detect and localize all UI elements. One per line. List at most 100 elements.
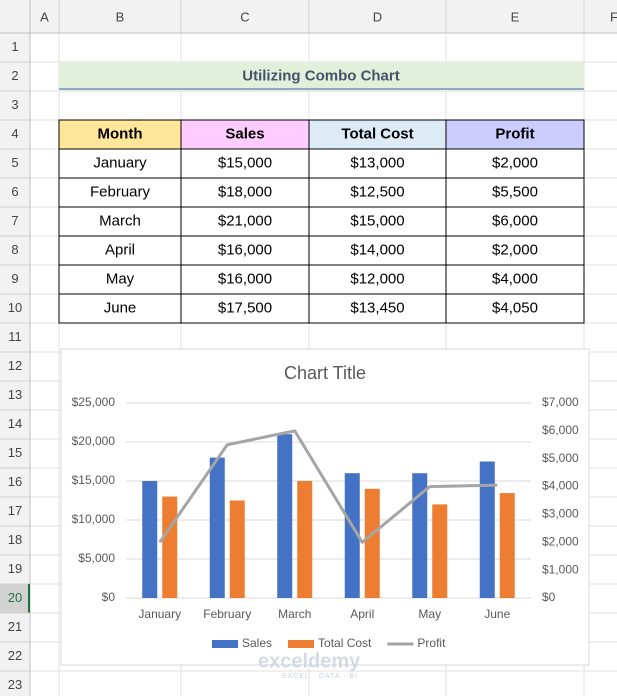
table-cell <box>308 264 447 295</box>
sheet-title: Utilizing Combo Chart <box>242 67 400 84</box>
table-cell-text: $2,000 <box>492 154 538 171</box>
table-header: Month <box>98 125 143 142</box>
table-cell-text: $17,500 <box>218 299 272 316</box>
table-header-cell <box>180 119 310 150</box>
table-cell-text: $4,000 <box>492 270 538 287</box>
column-header: A <box>40 9 49 24</box>
table-cell <box>180 293 310 324</box>
table-header: Total Cost <box>341 125 413 142</box>
bar <box>209 457 225 598</box>
row-header: 3 <box>11 97 18 112</box>
row-header: 23 <box>8 677 22 692</box>
table-header: Sales <box>225 125 264 142</box>
bar <box>364 488 380 598</box>
table-header-cell <box>445 119 585 150</box>
table-cell <box>58 235 182 266</box>
watermark-tagline: EXCEL · DATA · BI <box>282 673 358 680</box>
column-header: B <box>116 9 125 24</box>
row-header: 9 <box>11 271 18 286</box>
selected-row-header <box>0 584 30 613</box>
table-cell <box>445 177 585 208</box>
row-header: 7 <box>11 213 18 228</box>
y2-tick-label: $0 <box>542 590 556 604</box>
line-series <box>158 429 498 544</box>
bar <box>297 481 313 598</box>
table-cell <box>445 235 585 266</box>
y2-tick-label: $3,000 <box>542 507 579 521</box>
bar <box>142 481 158 598</box>
y2-tick-label: $5,000 <box>542 451 579 465</box>
row-header: 12 <box>8 358 22 373</box>
row-header: 15 <box>8 445 22 460</box>
row-header: 14 <box>8 416 22 431</box>
table-cell-text: $4,050 <box>492 299 538 316</box>
table-cell-text: $12,000 <box>350 270 404 287</box>
row-header: 18 <box>8 532 22 547</box>
table-cell-text: $16,000 <box>218 270 272 287</box>
row-header: 11 <box>8 329 22 344</box>
bar <box>412 473 428 598</box>
bar <box>499 493 515 598</box>
row-header: 22 <box>8 648 22 663</box>
table-cell-text: $13,000 <box>350 154 404 171</box>
table-cell-text: April <box>105 241 135 258</box>
table-header-cell <box>58 119 182 150</box>
x-tick-label: January <box>138 607 181 621</box>
bar <box>162 496 178 598</box>
table-cell-text: $2,000 <box>492 241 538 258</box>
row-header: 6 <box>11 184 18 199</box>
bar <box>344 473 360 598</box>
bar <box>229 500 245 598</box>
table-cell-text: $21,000 <box>218 212 272 229</box>
watermark-name: exceldemy <box>258 650 361 672</box>
table-cell-text: February <box>90 183 151 200</box>
table-cell-text: $15,000 <box>218 154 272 171</box>
x-tick-label: April <box>350 607 374 621</box>
table-cell-text: $16,000 <box>218 241 272 258</box>
y2-tick-label: $7,000 <box>542 395 579 409</box>
row-header: 8 <box>11 242 18 257</box>
table-cell <box>445 148 585 179</box>
table-cell-text: January <box>93 154 147 171</box>
y2-tick-label: $6,000 <box>542 423 579 437</box>
table-cell <box>180 235 310 266</box>
row-header: 21 <box>8 619 22 634</box>
bar <box>479 461 495 598</box>
table-cell <box>180 206 310 237</box>
column-header: F <box>610 9 617 24</box>
table-cell <box>58 293 182 324</box>
row-header: 4 <box>11 126 18 141</box>
table-cell-text: March <box>99 212 141 229</box>
column-header: D <box>373 9 382 24</box>
row-header: 2 <box>11 68 18 83</box>
legend-label: Sales <box>242 636 272 650</box>
row-header: 16 <box>8 474 22 489</box>
x-tick-label: June <box>484 607 510 621</box>
table-cell-text: $18,000 <box>218 183 272 200</box>
row-header: 5 <box>11 155 18 170</box>
legend-label: Total Cost <box>318 636 372 650</box>
y-tick-label: $5,000 <box>78 551 115 565</box>
y-tick-label: $25,000 <box>72 395 116 409</box>
y2-tick-label: $4,000 <box>542 479 579 493</box>
table-header-cell <box>308 119 447 150</box>
y2-tick-label: $1,000 <box>542 562 579 576</box>
y-tick-label: $10,000 <box>72 512 116 526</box>
table-cell-text: $5,500 <box>492 183 538 200</box>
table-cell-text: $12,500 <box>350 183 404 200</box>
bar <box>277 434 293 598</box>
table-cell-text: $13,450 <box>350 299 404 316</box>
y-tick-label: $15,000 <box>72 473 116 487</box>
table-cell <box>58 148 182 179</box>
column-header: E <box>511 9 520 24</box>
table-cell <box>308 177 447 208</box>
row-header: 17 <box>8 503 22 518</box>
table-cell-text: $14,000 <box>350 241 404 258</box>
table-header: Profit <box>495 125 534 142</box>
table-cell <box>308 293 447 324</box>
bar <box>432 504 448 598</box>
legend-swatch <box>288 640 315 648</box>
table-cell-text: May <box>106 270 135 287</box>
row-header: 1 <box>11 39 18 54</box>
